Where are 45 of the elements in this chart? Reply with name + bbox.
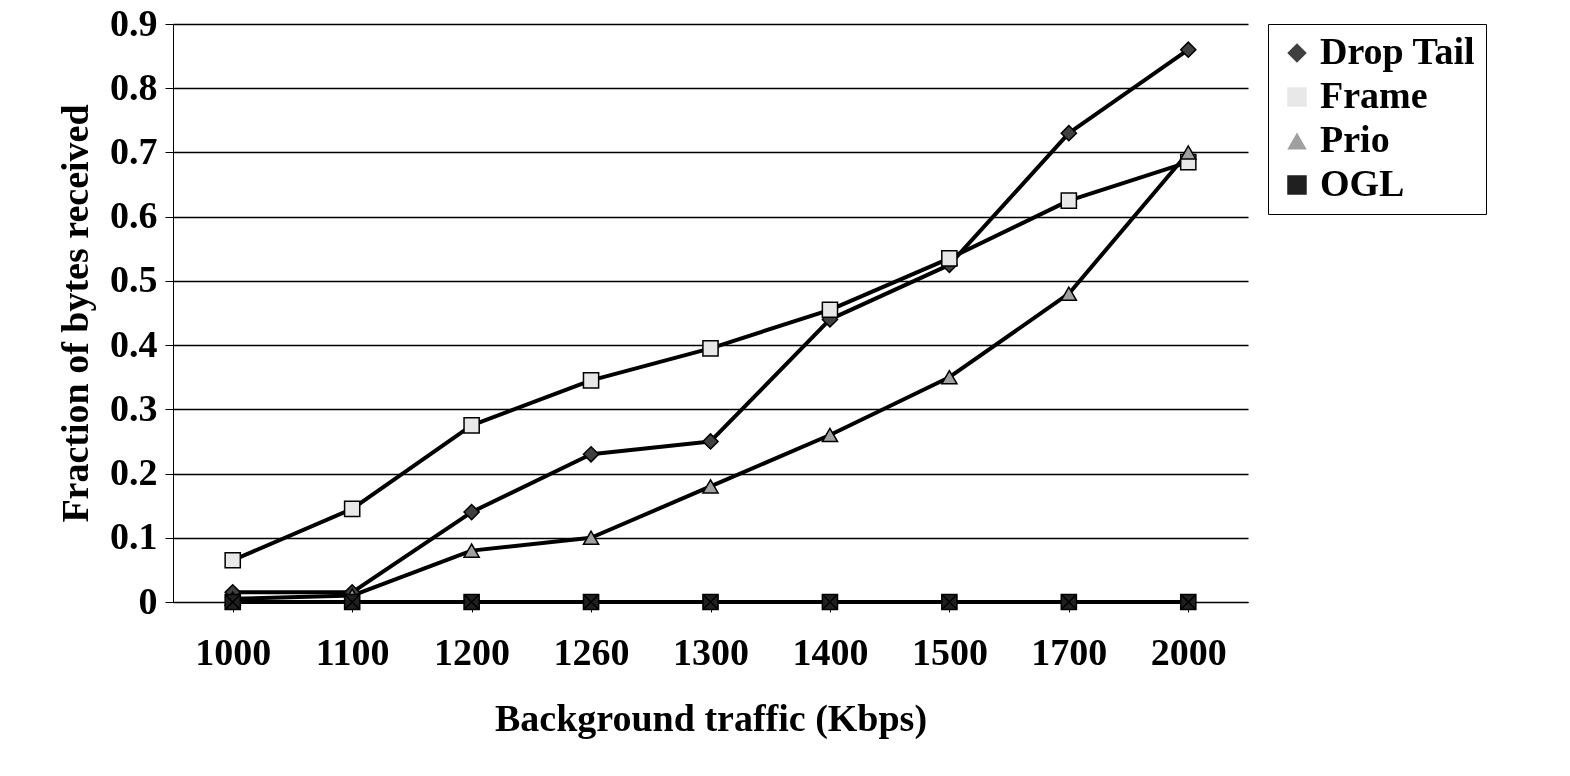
- x-tick-label: 1300: [673, 630, 749, 673]
- point: [1179, 41, 1197, 59]
- x-tick-label: 1260: [553, 630, 630, 673]
- y-tick-label: 0: [138, 579, 158, 622]
- y-tick-label: 0.5: [110, 258, 158, 301]
- point: [582, 445, 600, 463]
- point: [702, 479, 719, 494]
- legend-label: OGL: [1320, 162, 1405, 204]
- x-tick-label: 1000: [195, 630, 272, 673]
- x-axis-title: Background traffic (Kbps): [494, 696, 928, 740]
- point: [582, 530, 600, 546]
- point: [463, 503, 480, 521]
- y-tick-label: 0.1: [110, 515, 158, 558]
- point: [1060, 124, 1078, 142]
- y-axis-title: Fraction of bytes received: [54, 104, 96, 523]
- y-tick-label: 0.7: [110, 129, 158, 172]
- point: [1060, 192, 1078, 209]
- point: [702, 433, 719, 450]
- point: [582, 372, 600, 389]
- y-tick-label: 0.3: [110, 386, 158, 429]
- y-tick-label: 0.6: [110, 194, 158, 237]
- legend-label: Prio: [1320, 118, 1390, 160]
- x-tick-label: 1400: [792, 630, 869, 673]
- y-tick-label: 0.9: [110, 1, 158, 44]
- point: [821, 427, 839, 443]
- point: [941, 250, 958, 267]
- point: [821, 301, 839, 319]
- x-tick-label: 1700: [1031, 630, 1108, 673]
- x-tick-label: 1200: [434, 630, 511, 673]
- x-tick-label: 2000: [1150, 630, 1227, 673]
- x-tick-label: 1500: [911, 630, 988, 673]
- legend-label: Frame: [1320, 74, 1428, 116]
- point: [1060, 286, 1078, 302]
- point: [343, 500, 361, 518]
- point: [224, 551, 242, 569]
- y-tick-label: 0.4: [110, 322, 158, 365]
- point: [702, 339, 719, 357]
- x-tick-label: 1100: [315, 630, 390, 673]
- point: [463, 543, 480, 558]
- point: [941, 369, 958, 385]
- point: [1179, 145, 1197, 160]
- y-tick-label: 0.2: [110, 451, 158, 494]
- y-tick-label: 0.8: [110, 65, 158, 108]
- point: [463, 417, 480, 434]
- legend-label: Drop Tail: [1320, 30, 1475, 72]
